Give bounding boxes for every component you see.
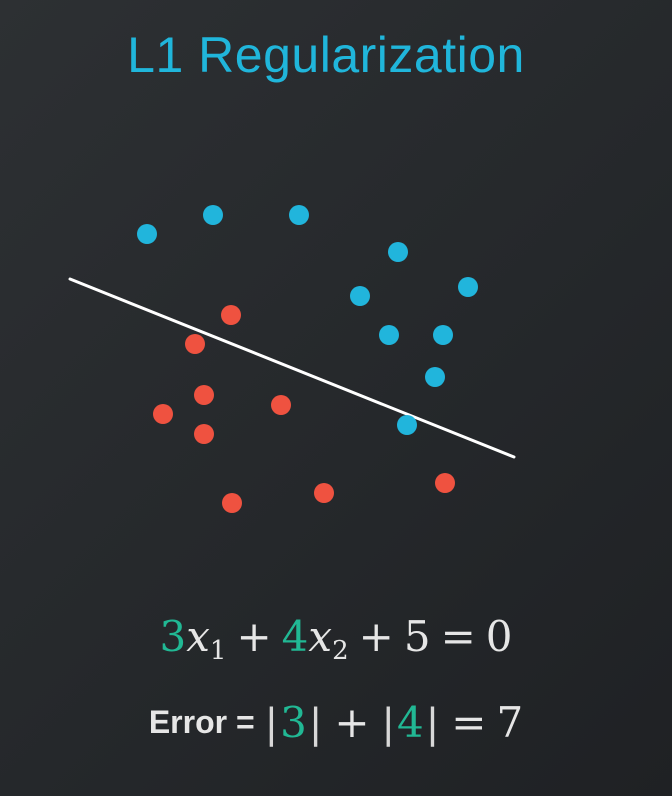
blue-point (379, 325, 399, 345)
abs-bar: | (264, 701, 279, 747)
blue-point (433, 325, 453, 345)
slide-title: L1 Regularization (127, 27, 525, 83)
equation-rhs: 0 (485, 612, 513, 661)
blue-points (137, 205, 478, 435)
blue-point (397, 415, 417, 435)
subscript-1: 1 (209, 636, 227, 666)
line-equation: 3x1 +4x2 +5 = 0 (0, 612, 672, 666)
blue-point (458, 277, 478, 297)
red-point (435, 473, 455, 493)
equals-sign: = (440, 612, 476, 661)
red-point (271, 395, 291, 415)
blue-point (289, 205, 309, 225)
blue-point (425, 367, 445, 387)
abs-value-1: 3 (280, 698, 307, 747)
blue-point (203, 205, 223, 225)
coefficient-1: 3 (159, 612, 187, 661)
red-points (153, 305, 455, 513)
red-point (222, 493, 242, 513)
constant-term: 5 (403, 612, 431, 661)
coefficient-2: 4 (281, 612, 309, 661)
variable-x1: x (186, 612, 210, 661)
error-equation: Error = |3| + |4| = 7 (0, 698, 672, 747)
error-result: 7 (496, 698, 524, 747)
blue-point (388, 242, 408, 262)
variable-x2: x (308, 612, 333, 661)
red-point (314, 483, 334, 503)
red-point (221, 305, 241, 325)
subscript-2: 2 (332, 636, 349, 666)
error-plus-sign: + (334, 698, 370, 747)
red-point (153, 404, 173, 424)
blue-point (350, 286, 370, 306)
red-point (194, 385, 214, 405)
plus-sign-1: + (236, 612, 272, 661)
error-label: Error = (148, 704, 255, 740)
abs-value-2: 4 (397, 698, 424, 747)
blue-point (137, 224, 157, 244)
decision-boundary-line (68, 277, 516, 459)
abs-bar: | (381, 701, 396, 747)
abs-bar: | (425, 701, 440, 747)
plus-sign-2: + (358, 612, 394, 661)
abs-bar: | (308, 701, 323, 747)
error-equals-sign: = (451, 698, 487, 747)
red-point (194, 424, 214, 444)
red-point (185, 334, 205, 354)
